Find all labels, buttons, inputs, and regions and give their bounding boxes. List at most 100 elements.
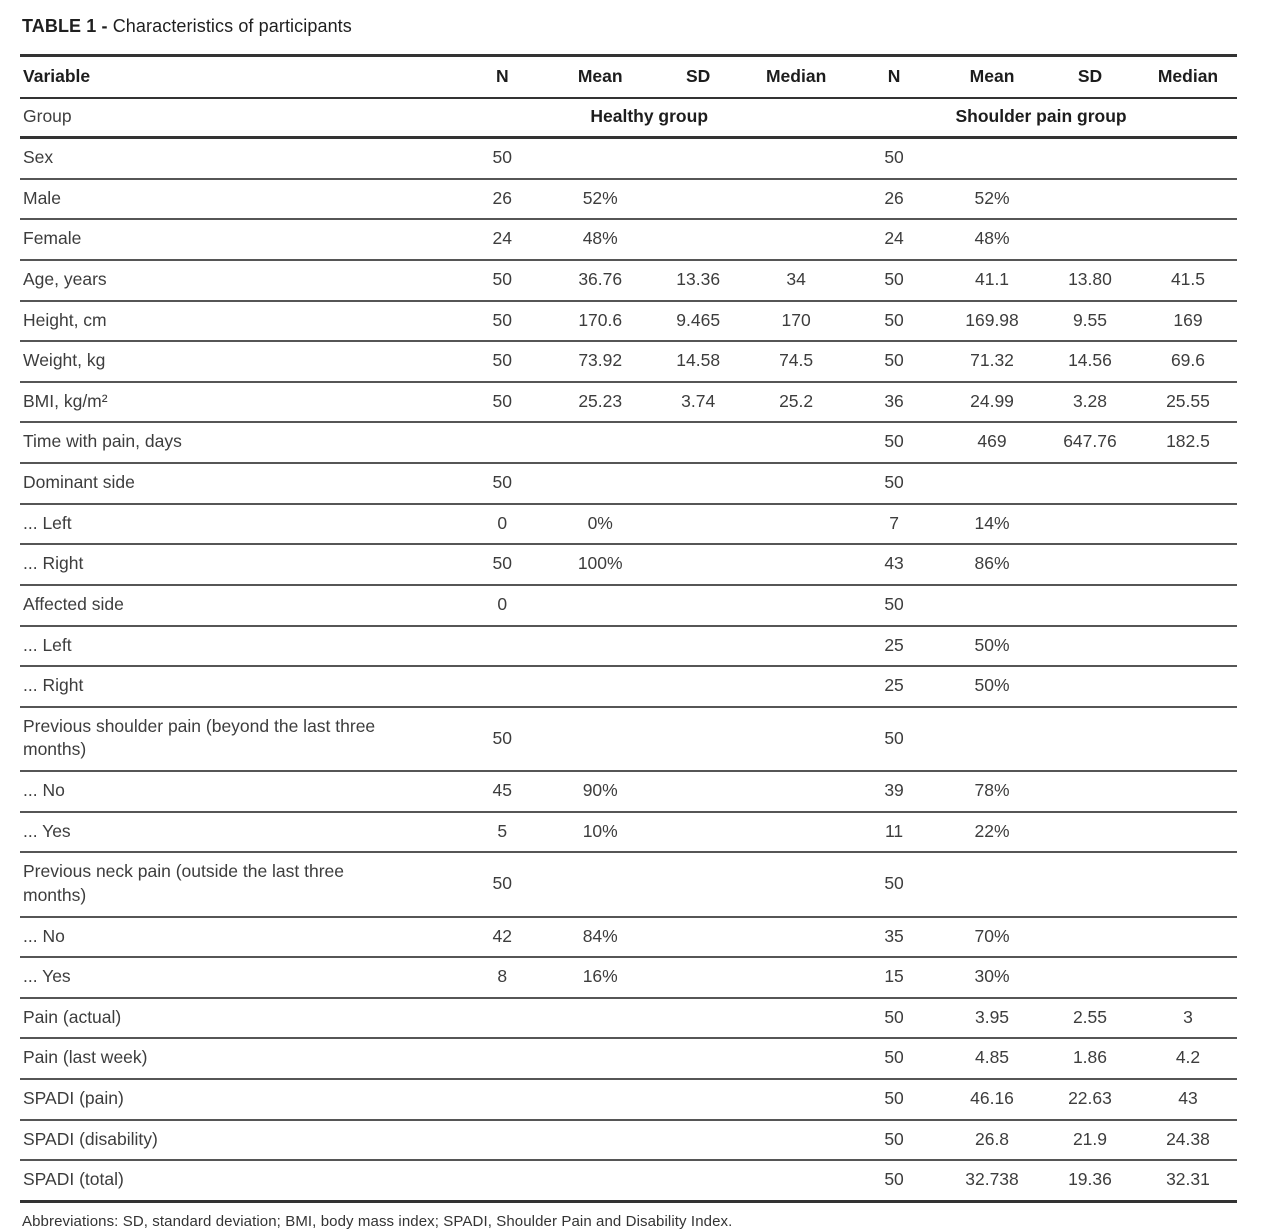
table-row: Male 26 52% 26 52% xyxy=(20,178,1237,221)
value-cell: 170.6 xyxy=(551,300,650,343)
value-cell xyxy=(747,1038,846,1080)
column-header-mean-healthy: Mean xyxy=(551,54,650,99)
value-cell: 3.28 xyxy=(1041,381,1139,424)
value-cell: 8 xyxy=(453,957,552,999)
column-header-sd-pain: SD xyxy=(1041,54,1139,99)
variable-label: Age, years xyxy=(23,268,107,289)
value-cell xyxy=(649,706,748,773)
value-cell: 50 xyxy=(453,259,552,302)
value-cell xyxy=(747,916,846,959)
value-cell: 74.5 xyxy=(747,341,846,383)
value-cell xyxy=(453,625,552,668)
value-cell xyxy=(1138,811,1237,854)
value-cell: 32.31 xyxy=(1138,1160,1237,1203)
table-row: Affected side 0 50 xyxy=(20,584,1237,627)
value-cell: 14% xyxy=(943,503,1041,546)
variable-label: SPADI (pain) xyxy=(23,1088,124,1108)
value-cell xyxy=(1138,503,1237,546)
variable-label: Pain (actual) xyxy=(23,1006,122,1027)
value-cell xyxy=(1041,625,1139,668)
value-cell: 1.86 xyxy=(1041,1038,1139,1080)
value-cell xyxy=(747,957,846,999)
value-cell: 35 xyxy=(845,916,944,959)
value-cell xyxy=(747,503,846,546)
value-cell: 50 xyxy=(845,137,944,180)
value-cell xyxy=(1041,503,1139,546)
value-cell: 24 xyxy=(845,219,944,261)
group-header-row: Group Healthy group Shoulder pain group xyxy=(20,98,1237,139)
value-cell: 50 xyxy=(453,137,552,180)
value-cell xyxy=(747,852,846,918)
value-cell: 3.95 xyxy=(943,997,1041,1040)
value-cell: 469 xyxy=(943,422,1041,464)
variable-cell: Dominant side xyxy=(20,463,454,505)
value-cell: 50 xyxy=(453,706,552,773)
value-cell xyxy=(1041,706,1139,773)
table-row: ... No 42 84% 35 70% xyxy=(20,916,1237,959)
value-cell xyxy=(551,584,650,627)
value-cell: 50 xyxy=(453,341,552,383)
variable-label: Sex xyxy=(23,147,54,167)
value-cell xyxy=(747,463,846,505)
value-cell: 22% xyxy=(943,811,1041,854)
value-cell: 21.9 xyxy=(1041,1119,1139,1162)
value-cell: 50 xyxy=(845,463,944,505)
variable-label: ... No xyxy=(23,925,65,946)
value-cell xyxy=(747,666,846,708)
value-cell: 78% xyxy=(943,771,1041,813)
value-cell: 169.98 xyxy=(943,300,1041,343)
value-cell xyxy=(649,1119,748,1162)
value-cell xyxy=(649,544,748,586)
value-cell: 14.56 xyxy=(1041,341,1139,383)
value-cell xyxy=(943,463,1041,505)
value-cell xyxy=(551,625,650,668)
variable-cell: Previous neck pain (outside the last thr… xyxy=(20,852,454,918)
value-cell: 42 xyxy=(453,916,552,959)
value-cell xyxy=(1041,916,1139,959)
value-cell xyxy=(1138,584,1237,627)
value-cell: 84% xyxy=(551,916,650,959)
value-cell: 50 xyxy=(453,463,552,505)
abbreviations-footnote: Abbreviations: SD, standard deviation; B… xyxy=(22,1212,733,1230)
value-cell xyxy=(551,1038,650,1080)
value-cell xyxy=(453,1119,552,1162)
value-cell xyxy=(747,706,846,773)
variable-cell: SPADI (total) xyxy=(20,1160,454,1203)
value-cell xyxy=(453,997,552,1040)
value-cell: 50 xyxy=(845,1160,944,1203)
value-cell: 5 xyxy=(453,811,552,854)
value-cell: 3.74 xyxy=(649,381,748,424)
variable-cell: Pain (last week) xyxy=(20,1038,454,1080)
value-cell: 50 xyxy=(845,997,944,1040)
value-cell: 50 xyxy=(453,381,552,424)
value-cell xyxy=(747,219,846,261)
value-cell: 26 xyxy=(845,178,944,221)
value-cell: 50 xyxy=(845,706,944,773)
variable-label: Dominant side xyxy=(23,472,135,492)
variable-cell: Sex xyxy=(20,137,454,180)
value-cell xyxy=(943,137,1041,180)
value-cell xyxy=(551,997,650,1040)
column-header-median-pain: Median xyxy=(1138,54,1237,99)
value-cell: 24 xyxy=(453,219,552,261)
variable-label: ... Right xyxy=(23,675,84,696)
value-cell xyxy=(1138,666,1237,708)
table-body: Sex 50 50 Male 26 52% 26 52% Female 24 48% 24 48% Age… xyxy=(20,137,1237,1203)
value-cell xyxy=(649,666,748,708)
table-row: Pain (actual) 50 3.95 2.55 3 xyxy=(20,997,1237,1040)
value-cell: 7 xyxy=(845,503,944,546)
table-row: ... Right 50 100% 43 86% xyxy=(20,544,1237,586)
value-cell: 36.76 xyxy=(551,259,650,302)
table-title-text: Characteristics of participants xyxy=(112,16,352,36)
variable-label: SPADI (total) xyxy=(23,1169,124,1190)
value-cell: 48% xyxy=(943,219,1041,261)
value-cell: 182.5 xyxy=(1138,422,1237,464)
column-header-sd-healthy: SD xyxy=(649,54,748,99)
value-cell xyxy=(551,1119,650,1162)
table-row: ... Left 0 0% 7 14% xyxy=(20,503,1237,546)
value-cell: 50 xyxy=(845,300,944,343)
value-cell: 50 xyxy=(845,584,944,627)
variable-label: ... Yes xyxy=(23,966,71,987)
variable-cell: ... No xyxy=(20,916,454,959)
value-cell xyxy=(649,1038,748,1080)
